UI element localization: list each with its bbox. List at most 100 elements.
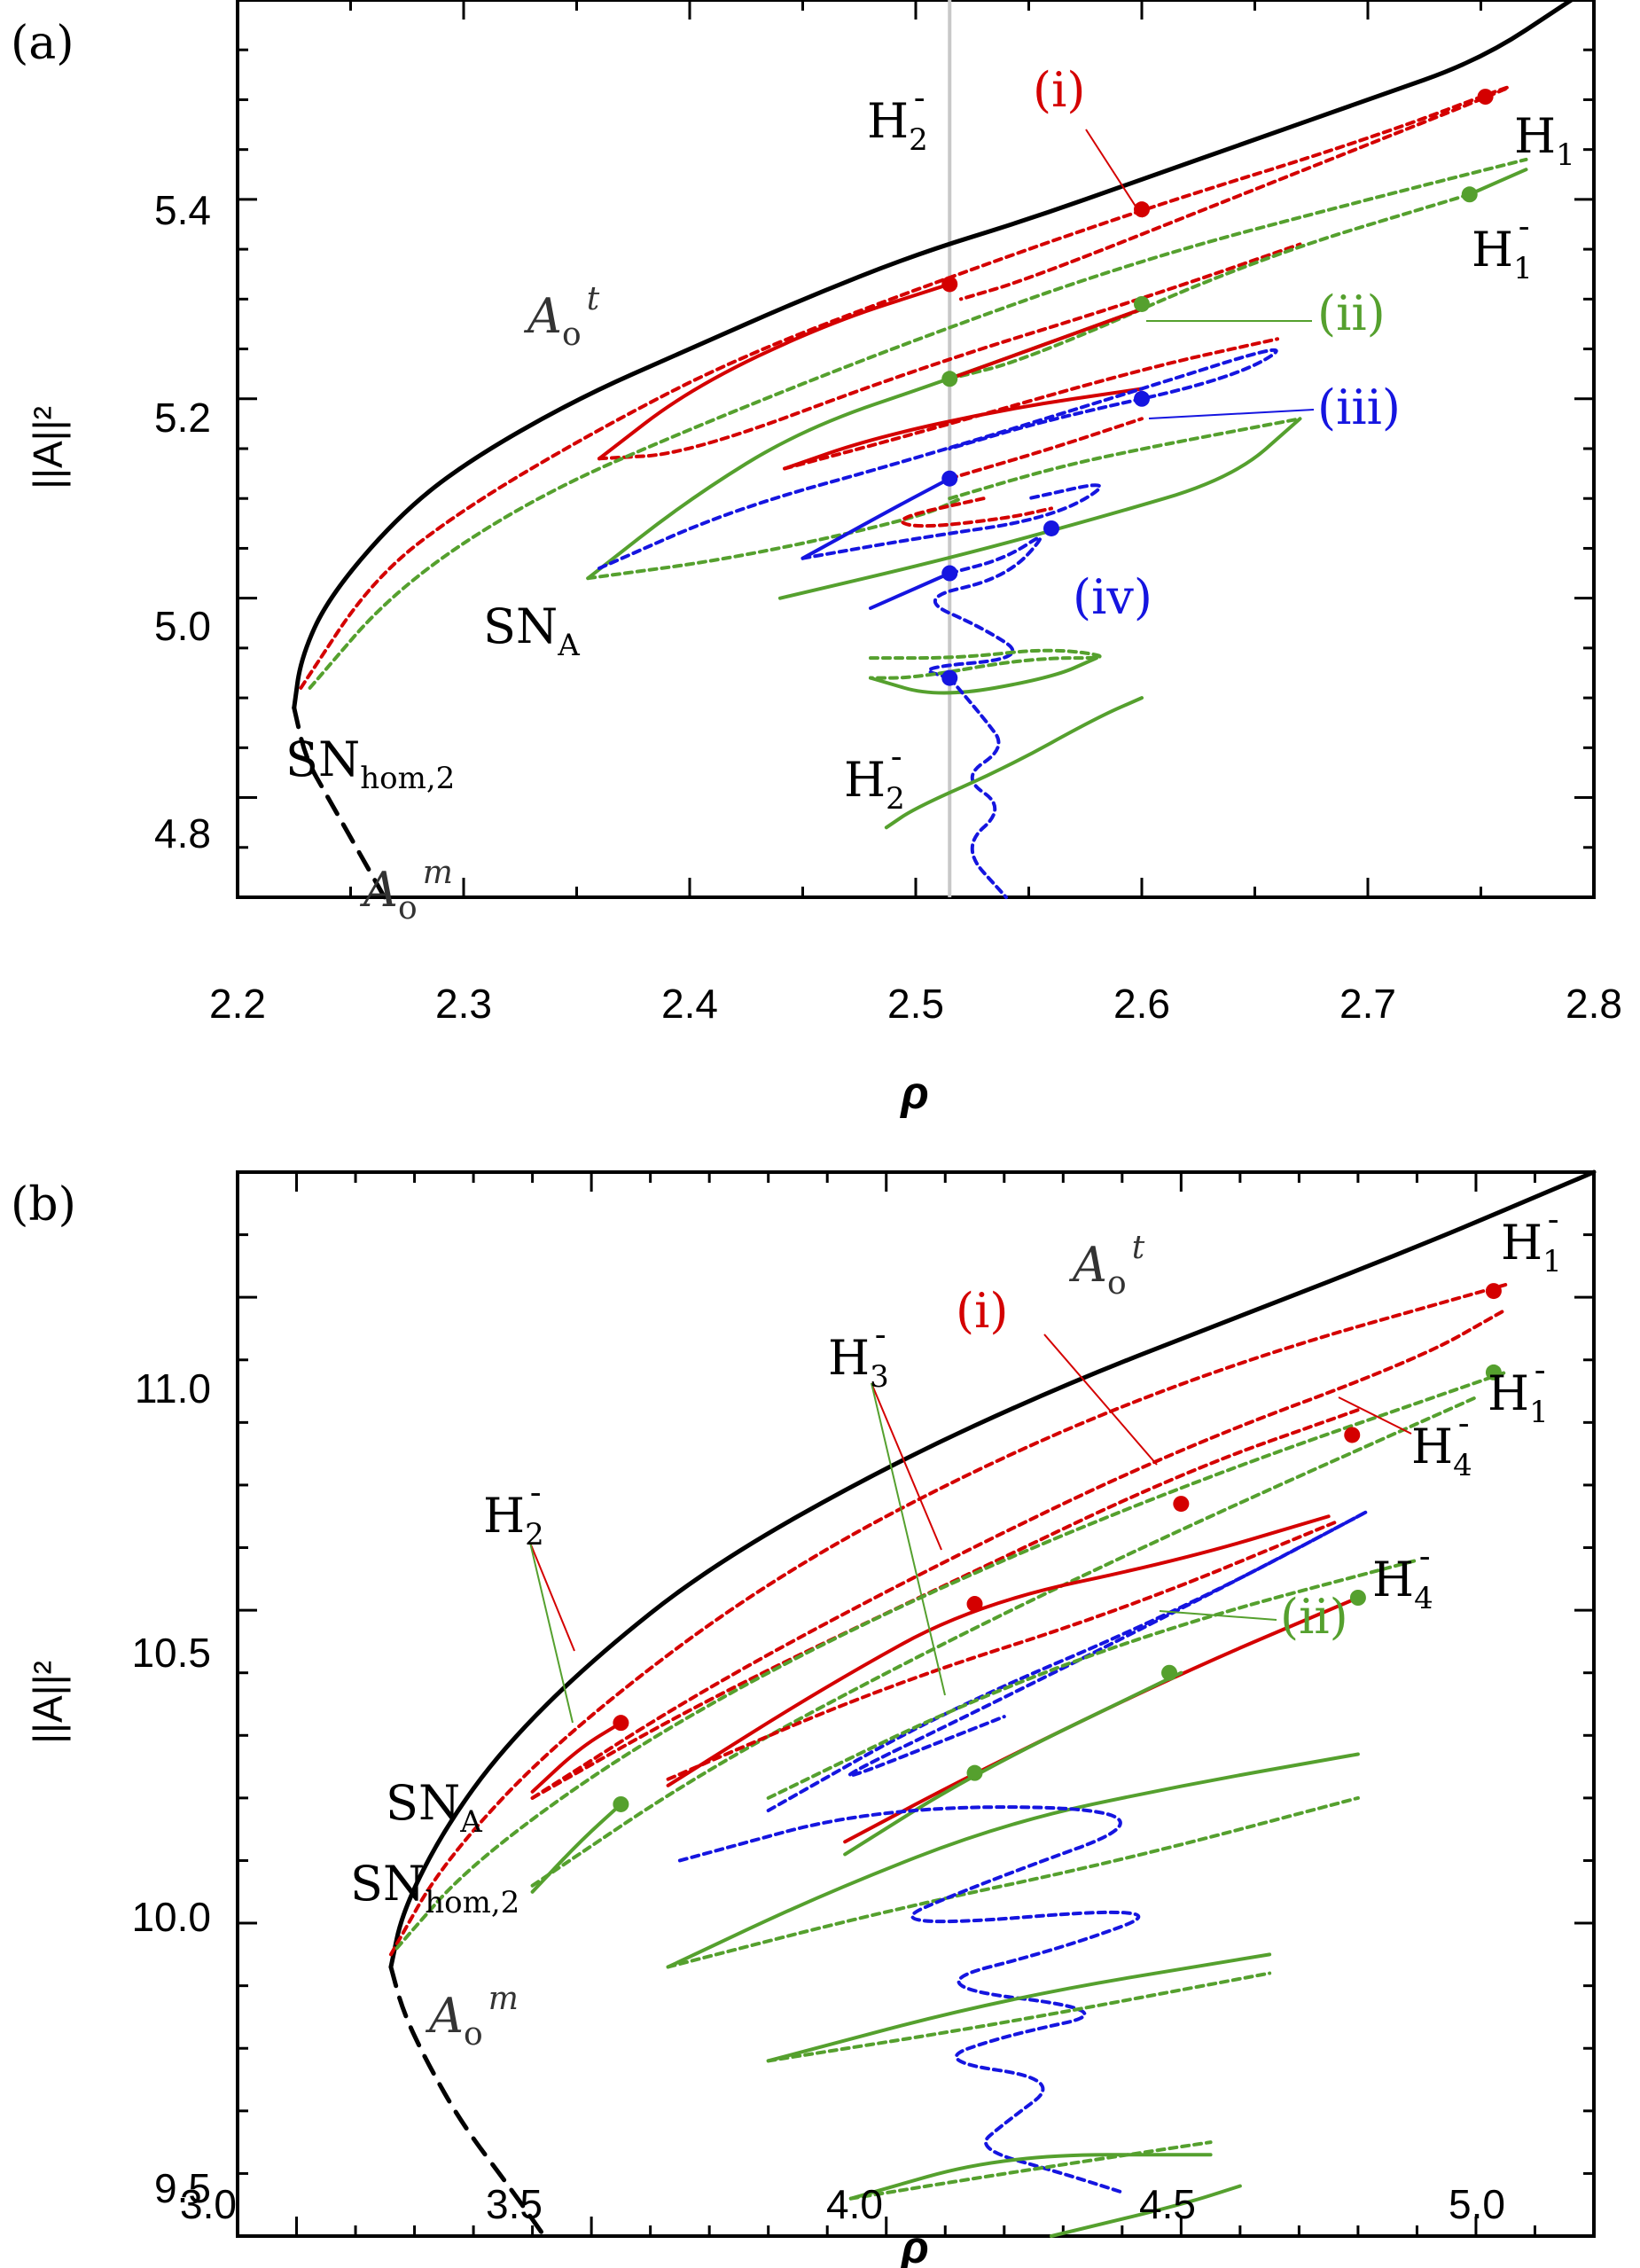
series-green-dotted-3	[766, 1558, 1419, 1800]
marker-H3-red	[966, 1596, 983, 1613]
panel-a-curves	[292, 0, 1574, 900]
panel-b-label: (b)	[11, 1178, 76, 1232]
series-blue-dotted-4	[948, 676, 1008, 899]
a-ytick-label: 5.4	[154, 187, 211, 233]
a-xtick-label: 2.3	[435, 981, 492, 1027]
label-b-a0m: Aom	[425, 1981, 519, 2053]
panel-b-leaders	[529, 1333, 1412, 1724]
label-b-a0t: Aot	[1068, 1230, 1145, 1302]
series-red-dotted-4	[948, 417, 1144, 481]
panel-b-xtick-labels: 3.0 3.5 4.0 4.5 5.0	[180, 2181, 1505, 2227]
series-green-dotted-outer	[308, 157, 1528, 690]
series-blue-dotted-2	[677, 1805, 1141, 2194]
series-A0m	[292, 705, 387, 900]
series-A0t	[292, 0, 1574, 710]
panel-b-xlabel: ρ	[899, 2222, 928, 2268]
series-red-solid-3	[783, 387, 1144, 471]
b-ytick-label: 9.5	[154, 2165, 211, 2211]
marker-ii-point	[1161, 1664, 1178, 1681]
label-a-h1: H1	[1514, 108, 1575, 173]
marker-i-point	[1173, 1496, 1190, 1513]
series-green-solid-4	[869, 656, 1098, 695]
marker-H2-red	[613, 1715, 629, 1732]
panel-a-leaders	[1085, 129, 1315, 419]
label-a-a0t: Aot	[523, 281, 600, 353]
leader-b-ii	[1159, 1610, 1277, 1621]
label-a-h1-minus: H1-	[1472, 207, 1533, 286]
label-b-h4-minus-top: H4-	[1411, 1404, 1472, 1483]
annotation-a-iii: (iii)	[1317, 379, 1401, 435]
series-green-dotted-5	[766, 1971, 1272, 2063]
b-xtick-label: 5.0	[1449, 2181, 1505, 2227]
panel-a-xlabel: ρ	[899, 1068, 928, 1119]
annotation-a-i: (i)	[1033, 62, 1085, 118]
a-xtick-label: 2.8	[1566, 981, 1622, 1027]
series-green-solid-5	[884, 696, 1144, 830]
label-b-sn-hom: SNhom,2	[350, 1856, 519, 1920]
a-xtick-label: 2.5	[887, 981, 944, 1027]
marker-H1-green	[1485, 1364, 1502, 1380]
b-ytick-label: 11.0	[135, 1365, 211, 1412]
a-ytick-label: 5.2	[154, 395, 211, 441]
panel-b-curves	[388, 1169, 1597, 2239]
panel-a-ytick-labels: 4.8 5.0 5.2 5.4	[154, 187, 211, 856]
series-red-dotted-5	[900, 497, 1053, 528]
label-b-sn-a: SNA	[386, 1775, 482, 1840]
series-green-dotted-2	[530, 1396, 1478, 1888]
series-red-solid-1	[597, 282, 952, 461]
panel-a-ticks	[236, 0, 1596, 899]
panel-b-ylabel: ||A||²	[25, 1661, 71, 1744]
series-green-dotted-3	[586, 497, 963, 581]
leader-b-i	[1043, 1333, 1158, 1466]
panel-a-ylabel: ||A||²	[25, 406, 71, 489]
panel-b-ticks	[236, 1170, 1596, 2238]
panel-a-label: (a)	[11, 17, 74, 70]
series-red-dotted-2	[530, 1308, 1508, 1800]
leader-b-h3-red	[871, 1382, 942, 1551]
label-b-h3-minus: H3-	[828, 1315, 889, 1395]
series-green-solid-4	[766, 1952, 1272, 2063]
label-b-h1-minus-mid: H1-	[1488, 1350, 1549, 1430]
marker-H1	[1477, 89, 1494, 106]
marker-H4-green	[1349, 1590, 1366, 1606]
a-xtick-label: 2.4	[661, 981, 718, 1027]
annotation-b-ii: (ii)	[1280, 1589, 1348, 1645]
panel-b-ytick-labels: 9.5 10.0 10.5 11.0	[131, 1365, 211, 2211]
b-xtick-label: 3.5	[486, 2181, 543, 2227]
b-xtick-label: 4.0	[826, 2181, 883, 2227]
panel-b-frame	[236, 1170, 1596, 2238]
marker-i-point	[1134, 201, 1150, 218]
leader-b-h4-red	[1338, 1396, 1412, 1435]
series-green-solid-3	[778, 417, 1302, 600]
panel-a-xtick-labels: 2.2 2.3 2.4 2.5 2.6 2.7 2.8	[209, 981, 1622, 1027]
marker-iv-point	[1043, 520, 1059, 536]
marker-blue-on-H2-line-2	[941, 565, 958, 582]
series-red-solid-2	[666, 1514, 1331, 1787]
a-ytick-label: 5.0	[154, 603, 211, 649]
a-ytick-label: 4.8	[154, 810, 211, 856]
series-green-dotted-6	[848, 2140, 1213, 2201]
series-red-dotted-3	[783, 337, 1279, 471]
series-green-dotted-4	[666, 1795, 1360, 1969]
series-A0t	[388, 1169, 1597, 1969]
series-green-solid-1	[1467, 168, 1528, 197]
marker-H2-	[941, 669, 958, 686]
series-blue-dotted-1	[766, 1510, 1369, 1812]
series-green-solid-3	[666, 1752, 1360, 1969]
label-b-h4-minus-bottom: H4-	[1372, 1537, 1433, 1616]
series-red-dotted-3	[530, 1408, 1360, 1800]
marker-H1-	[1485, 1283, 1502, 1300]
marker-H3-green	[966, 1764, 983, 1781]
series-red-dotted-outer	[299, 85, 1511, 690]
annotation-a-iv: (iv)	[1073, 569, 1152, 625]
series-green-dotted-5	[869, 648, 1102, 680]
annotation-b-i: (i)	[956, 1283, 1008, 1339]
series-green-solid-1	[530, 1802, 623, 1894]
label-a-h2-top: H2-	[867, 78, 928, 158]
leader-b-h2-green	[529, 1542, 574, 1724]
label-a-sn-hom: SNhom,2	[285, 731, 455, 796]
label-a-h2-bottom: H2-	[844, 737, 905, 817]
panel-b-markers	[613, 1283, 1502, 1812]
series-red-solid-1	[530, 1721, 623, 1794]
